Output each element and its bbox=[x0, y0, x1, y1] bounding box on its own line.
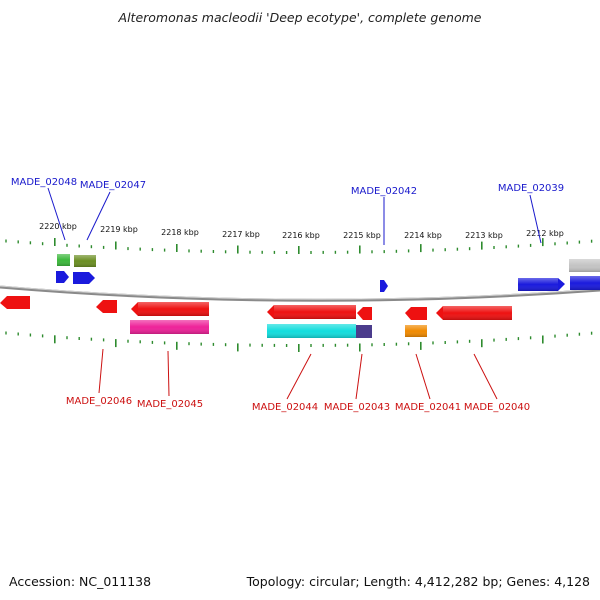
kbp-label-2214: 2214 kbp bbox=[404, 231, 442, 240]
gene-arrow-red-3-shade bbox=[138, 302, 209, 316]
forward-strand-features bbox=[56, 254, 600, 292]
gene-arrow-red-7-shade bbox=[443, 306, 512, 320]
kbp-label-2220: 2220 kbp bbox=[39, 222, 77, 231]
gene-feature-green-shade bbox=[57, 254, 70, 266]
kbp-label-2217: 2217 kbp bbox=[222, 230, 260, 239]
gene-label-made-02040[interactable]: MADE_02040 bbox=[464, 402, 530, 413]
reverse-leader-lines bbox=[98, 348, 498, 400]
map-title: Alteromonas macleodii 'Deep ecotype', co… bbox=[118, 10, 482, 25]
position-ruler-bottom bbox=[5, 331, 593, 352]
gene-feature-olive-shade bbox=[74, 255, 96, 267]
gene-feature-purple[interactable] bbox=[356, 325, 372, 338]
reverse-strand-features bbox=[0, 296, 512, 338]
reverse-gene-labels: MADE_02046 MADE_02045 MADE_02044 MADE_02… bbox=[66, 396, 530, 413]
gene-label-made-02048[interactable]: MADE_02048 bbox=[11, 177, 77, 188]
forward-leader-lines bbox=[47, 187, 542, 245]
leader-line-made-02043 bbox=[355, 353, 363, 400]
kbp-label-2219: 2219 kbp bbox=[100, 225, 138, 234]
kbp-label-2212: 2212 kbp bbox=[526, 229, 564, 238]
gene-label-made-02039[interactable]: MADE_02039 bbox=[498, 183, 564, 194]
gene-feature-blue-edge-shade bbox=[570, 276, 600, 290]
gene-arrow-red-5[interactable] bbox=[357, 307, 372, 320]
gene-arrow-blue-3[interactable] bbox=[380, 280, 388, 292]
leader-line-made-02039 bbox=[529, 194, 542, 244]
gene-label-made-02046[interactable]: MADE_02046 bbox=[66, 396, 132, 407]
gene-label-made-02041[interactable]: MADE_02041 bbox=[395, 402, 461, 413]
gene-arrow-blue-1[interactable] bbox=[56, 271, 69, 283]
accession-label: Accession: NC_011138 bbox=[9, 574, 152, 589]
leader-line-made-02045 bbox=[167, 350, 170, 397]
gene-arrow-red-2[interactable] bbox=[96, 300, 117, 313]
leader-line-made-02048 bbox=[47, 187, 66, 241]
leader-line-made-02044 bbox=[286, 353, 312, 400]
gene-label-made-02047[interactable]: MADE_02047 bbox=[80, 180, 146, 191]
genome-backbone-highlight bbox=[0, 285, 600, 300]
genome-backbone bbox=[0, 285, 600, 302]
gene-arrow-blue-4-shade bbox=[518, 278, 558, 291]
gene-label-made-02045[interactable]: MADE_02045 bbox=[137, 399, 203, 410]
kbp-label-2216: 2216 kbp bbox=[282, 231, 320, 240]
gene-feature-cyan-shade bbox=[267, 324, 356, 338]
gene-arrow-red-4-shade bbox=[274, 305, 356, 319]
gene-feature-magenta-shade bbox=[130, 320, 209, 334]
gene-arrow-red-6[interactable] bbox=[405, 307, 427, 320]
gene-label-made-02042[interactable]: MADE_02042 bbox=[351, 186, 417, 197]
gene-label-made-02044[interactable]: MADE_02044 bbox=[252, 402, 318, 413]
kbp-label-2215: 2215 kbp bbox=[343, 231, 381, 240]
leader-line-made-02047 bbox=[86, 191, 111, 241]
forward-gene-labels: MADE_02048 MADE_02047 MADE_02042 MADE_02… bbox=[11, 177, 564, 197]
kbp-label-group: 2220 kbp 2219 kbp 2218 kbp 2217 kbp 2216… bbox=[39, 222, 564, 240]
gene-label-made-02043[interactable]: MADE_02043 bbox=[324, 402, 390, 413]
gene-feature-orange-shade bbox=[405, 325, 427, 337]
kbp-label-2213: 2213 kbp bbox=[465, 231, 503, 240]
leader-line-made-02046 bbox=[98, 348, 104, 394]
topology-label: Topology: circular; Length: 4,412,282 bp… bbox=[246, 574, 590, 589]
kbp-label-2218: 2218 kbp bbox=[161, 228, 199, 237]
gene-arrow-blue-2[interactable] bbox=[73, 272, 95, 284]
gene-arrow-red-1[interactable] bbox=[0, 296, 30, 309]
leader-line-made-02041 bbox=[415, 353, 431, 400]
gene-feature-gray-shade bbox=[569, 259, 600, 272]
leader-line-made-02040 bbox=[473, 353, 498, 400]
position-ruler-top bbox=[5, 238, 593, 254]
